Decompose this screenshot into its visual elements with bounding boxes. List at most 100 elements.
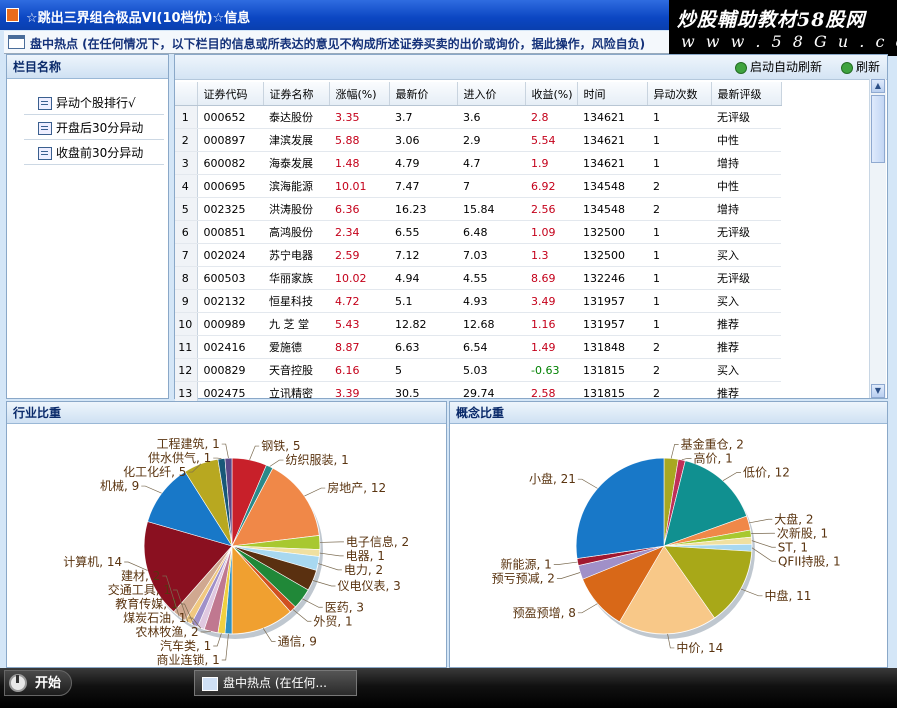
table-row[interactable]: 12 000829 天音控股 6.16 5 5.03 -0.63 131815 2 买入 (175, 358, 781, 382)
table-row[interactable]: 6 000851 高鸿股份 2.34 6.55 6.48 1.09 132500 1 无评级 (175, 220, 781, 244)
header-name[interactable]: 证券名称 (263, 82, 330, 106)
refresh-button[interactable]: 刷新 (841, 59, 880, 75)
watermark-line2: w w w . 5 8 G u . c o m (681, 32, 897, 51)
header-entry-price[interactable]: 进入价 (457, 82, 526, 106)
column-list-panel: 栏目名称 异动个股排行√ 开盘后30分异动 收盘前30分异动 (6, 54, 169, 399)
header-rating[interactable]: 最新评级 (711, 82, 782, 106)
concept-leader-line-4 (748, 518, 773, 524)
code-cell: 000829 (197, 358, 263, 382)
change-pct-cell: 10.01 (329, 174, 389, 198)
industry-leader-line-18 (124, 561, 148, 571)
change-pct-cell: 2.34 (329, 220, 389, 244)
nav-item-before-close[interactable]: 收盘前30分异动 (24, 142, 164, 165)
concept-slice-label-13: 小盘, 21 (529, 471, 576, 486)
name-cell: 恒星科技 (263, 289, 329, 313)
row-number: 10 (175, 312, 198, 336)
entry-price-cell: 3.6 (457, 105, 525, 129)
rating-cell: 无评级 (711, 266, 781, 290)
table-row[interactable]: 9 002132 恒星科技 4.72 5.1 4.93 3.49 131957 1 买入 (175, 289, 781, 313)
code-cell: 002416 (197, 335, 263, 359)
latest-price-cell: 5.1 (389, 289, 457, 313)
row-number: 7 (175, 243, 198, 267)
change-pct-cell: 4.72 (329, 289, 389, 313)
auto-refresh-button[interactable]: 启动自动刷新 (735, 59, 822, 75)
abnormal-count-cell: 2 (647, 335, 711, 359)
concept-slice-label-11: 预亏预减, 2 (492, 572, 555, 586)
table-scrollbar[interactable]: ▲ ▼ (869, 79, 886, 398)
nav-item-abnormal-ranking[interactable]: 异动个股排行√ (24, 92, 164, 115)
industry-leader-line-13 (200, 631, 211, 633)
name-cell: 华丽家族 (263, 266, 329, 290)
scroll-thumb[interactable] (871, 95, 885, 163)
refresh-icon (841, 61, 853, 74)
scroll-down-icon[interactable]: ▼ (871, 384, 885, 398)
row-number: 12 (175, 358, 198, 382)
latest-price-cell: 12.82 (389, 312, 457, 336)
code-cell: 002024 (197, 243, 263, 267)
table-row[interactable]: 11 002416 爱施德 8.87 6.63 6.54 1.49 131848 2 推荐 (175, 335, 781, 359)
table-row[interactable]: 3 600082 海泰发展 1.48 4.79 4.7 1.9 134621 1 增持 (175, 151, 781, 175)
industry-slice-label-9: 外贸, 1 (313, 614, 352, 628)
site-watermark: 炒股輔助教材58股网 w w w . 5 8 G u . c o m (669, 0, 897, 56)
concept-leader-line-1 (670, 443, 679, 459)
scroll-up-icon[interactable]: ▲ (871, 79, 885, 93)
header-change-pct[interactable]: 涨幅(%) (329, 82, 390, 106)
concept-slice-label-6: ST, 1 (778, 540, 808, 554)
industry-slice-label-10: 通信, 9 (278, 634, 317, 648)
table-row[interactable]: 13 002475 立讯精密 3.39 30.5 29.74 2.58 131815 2 推荐 (175, 381, 781, 405)
name-cell: 立讯精密 (263, 381, 329, 405)
nav-item-after-open[interactable]: 开盘后30分异动 (24, 117, 164, 140)
industry-chart-panel: 行业比重 钢铁, 5 纺织服装, 1 房地产, 12 电子信息, 2 电器, 1 电力, … (6, 401, 447, 668)
entry-price-cell: 2.9 (457, 128, 525, 152)
table-row[interactable]: 10 000989 九 芝 堂 5.43 12.82 12.68 1.16 131957 1 推荐 (175, 312, 781, 336)
abnormal-count-cell: 1 (647, 289, 711, 313)
entry-price-cell: 4.55 (457, 266, 525, 290)
industry-leader-line-4 (319, 541, 344, 543)
auto-refresh-label: 启动自动刷新 (750, 60, 823, 74)
stock-table: 证券代码 证券名称 涨幅(%) 最新价 进入价 收益(%) 时间 异动次数 最新… (175, 82, 782, 428)
industry-slice-label-11: 商业连锁, 1 (156, 652, 219, 667)
return-pct-cell: 3.49 (525, 289, 577, 313)
header-abnormal-count[interactable]: 异动次数 (647, 82, 712, 106)
latest-price-cell: 7.47 (389, 174, 457, 198)
industry-slice-label-8: 医药, 3 (325, 600, 364, 614)
industry-slice-label-4: 电子信息, 2 (346, 534, 409, 549)
time-cell: 131815 (577, 381, 647, 405)
taskbar-window-button[interactable]: 盘中热点 (在任何... (194, 670, 357, 696)
entry-price-cell: 5.03 (457, 358, 525, 382)
latest-price-cell: 16.23 (389, 197, 457, 221)
row-number: 8 (175, 266, 198, 290)
time-cell: 134548 (577, 197, 647, 221)
refresh-label: 刷新 (856, 60, 881, 74)
rating-cell: 推荐 (711, 335, 781, 359)
change-pct-cell: 10.02 (329, 266, 389, 290)
code-cell: 002132 (197, 289, 263, 313)
auto-refresh-icon (735, 61, 747, 74)
change-pct-cell: 6.16 (329, 358, 389, 382)
concept-slice-label-2: 高价, 1 (693, 450, 732, 465)
table-row[interactable]: 8 600503 华丽家族 10.02 4.94 4.55 8.69 132246 1 无评级 (175, 266, 781, 290)
return-pct-cell: 1.09 (525, 220, 577, 244)
header-return-pct[interactable]: 收益(%) (525, 82, 578, 106)
header-time[interactable]: 时间 (577, 82, 648, 106)
code-cell: 000897 (197, 128, 263, 152)
start-button[interactable]: 开始 (4, 670, 72, 696)
abnormal-count-cell: 1 (647, 243, 711, 267)
rating-cell: 增持 (711, 197, 781, 221)
concept-leader-line-11 (556, 572, 581, 579)
code-cell: 600503 (197, 266, 263, 290)
rating-cell: 买入 (711, 358, 781, 382)
concept-slice-label-10: 预盈预增, 8 (513, 606, 576, 620)
table-row[interactable]: 4 000695 滨海能源 10.01 7.47 7 6.92 134548 2 中性 (175, 174, 781, 198)
table-row[interactable]: 2 000897 津滨发展 5.88 3.06 2.9 5.54 134621 1 中性 (175, 128, 781, 152)
table-row[interactable]: 5 002325 洪涛股份 6.36 16.23 15.84 2.56 134548 2 增持 (175, 197, 781, 221)
change-pct-cell: 1.48 (329, 151, 389, 175)
change-pct-cell: 5.88 (329, 128, 389, 152)
header-code[interactable]: 证券代码 (197, 82, 264, 106)
header-latest-price[interactable]: 最新价 (389, 82, 458, 106)
table-row[interactable]: 1 000652 泰达股份 3.35 3.7 3.6 2.8 134621 1 无评级 (175, 105, 781, 129)
return-pct-cell: -0.63 (525, 358, 577, 382)
row-number: 5 (175, 197, 198, 221)
table-row[interactable]: 7 002024 苏宁电器 2.59 7.12 7.03 1.3 132500 1 买入 (175, 243, 781, 267)
